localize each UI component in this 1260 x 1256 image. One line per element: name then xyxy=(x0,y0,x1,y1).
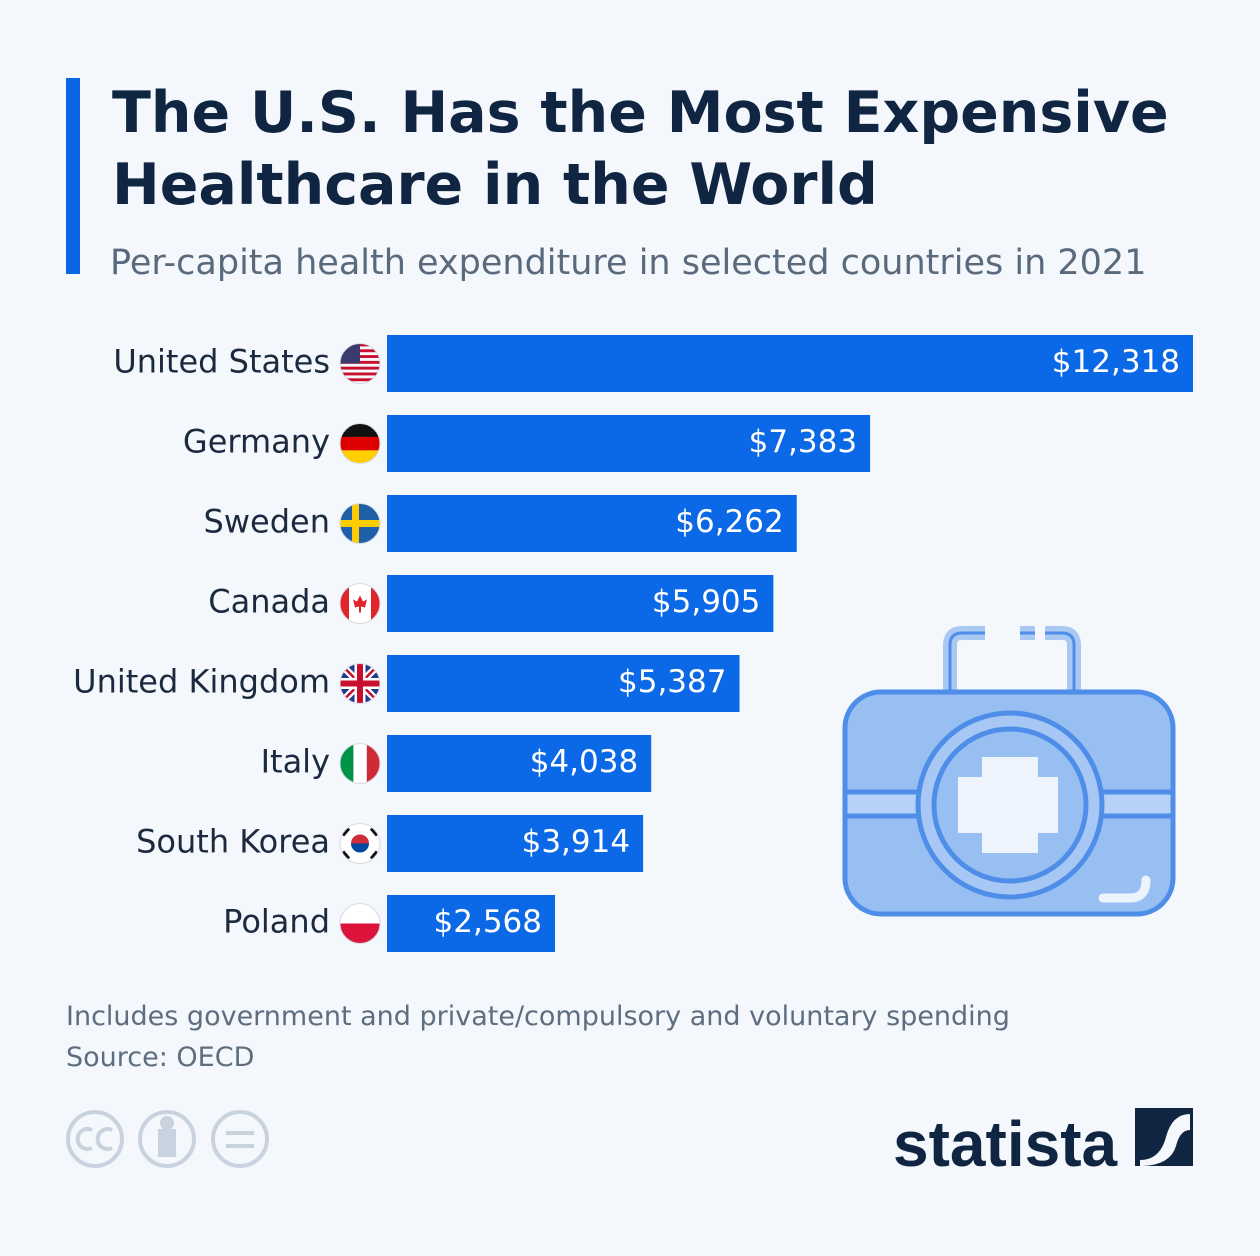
flag-body xyxy=(340,663,380,704)
flag xyxy=(339,423,381,464)
flag-ring xyxy=(339,823,381,864)
brand-mark xyxy=(1135,1108,1193,1166)
flag-body xyxy=(340,423,380,464)
flag-body xyxy=(340,743,380,784)
flag-ring xyxy=(339,423,381,464)
flag-part xyxy=(340,436,380,451)
value-label: $4,038 xyxy=(530,744,638,780)
flag-body xyxy=(340,823,380,864)
flag-ring xyxy=(339,663,381,704)
category-label: Italy xyxy=(261,743,330,781)
value-label: $5,905 xyxy=(652,584,760,620)
value-label: $6,262 xyxy=(675,504,783,540)
category-label: Sweden xyxy=(204,503,330,541)
flag xyxy=(339,663,381,704)
bar xyxy=(387,575,774,632)
flag-part xyxy=(351,843,369,853)
flag-part xyxy=(340,520,380,527)
bar xyxy=(387,735,652,792)
flag-ring xyxy=(339,583,381,624)
flag-part xyxy=(341,827,379,860)
value-label: $3,914 xyxy=(522,824,630,860)
chart-subtitle: Per-capita health expenditure in selecte… xyxy=(110,243,1146,283)
flag xyxy=(339,743,381,784)
flag-part xyxy=(340,423,380,438)
category-label: Germany xyxy=(183,423,330,461)
flag-body xyxy=(340,903,380,944)
flag-part xyxy=(340,450,380,464)
flag-part xyxy=(351,834,369,844)
flag-part xyxy=(340,378,380,382)
bar xyxy=(387,335,1193,392)
flag-ring xyxy=(339,503,381,544)
chart-title: The U.S. Has the Most Expensive Healthcar… xyxy=(112,80,1169,218)
flag-ring xyxy=(339,343,381,384)
flag-part xyxy=(366,743,380,784)
flag xyxy=(339,583,381,624)
accent-bar xyxy=(66,78,80,274)
medical-kit-icon xyxy=(842,626,1176,917)
value-label: $2,568 xyxy=(434,904,542,940)
value-label: $12,318 xyxy=(1052,344,1180,380)
category-label: United Kingdom xyxy=(73,663,330,701)
flag-part xyxy=(340,663,380,704)
source: Source: OECD xyxy=(66,1042,254,1073)
flag-part xyxy=(340,743,354,784)
bar xyxy=(387,895,556,952)
note: Includes government and private/compulso… xyxy=(66,1001,1010,1032)
flag-body xyxy=(340,503,380,544)
flag-part xyxy=(353,595,367,613)
flag-ring xyxy=(339,903,381,944)
license-icons xyxy=(66,1110,269,1168)
category-label: Poland xyxy=(223,903,330,941)
value-label: $5,387 xyxy=(618,664,726,700)
bar xyxy=(387,655,740,712)
value-label: $7,383 xyxy=(749,424,857,460)
brand-logo: statista xyxy=(893,1108,1118,1180)
flag-part xyxy=(353,743,367,784)
bar xyxy=(387,815,644,872)
flag-part xyxy=(340,923,380,944)
bar xyxy=(387,415,871,472)
category-label: Canada xyxy=(208,583,330,621)
flag-part xyxy=(340,366,380,370)
flag-body xyxy=(340,583,380,624)
flag xyxy=(339,823,381,864)
flag xyxy=(339,903,381,944)
flag-part xyxy=(340,903,380,924)
flag-part xyxy=(340,372,380,376)
flag-ring xyxy=(339,743,381,784)
bar xyxy=(387,495,797,552)
flag xyxy=(339,503,381,544)
category-label: South Korea xyxy=(136,823,330,861)
category-label: United States xyxy=(113,343,330,381)
flag-part xyxy=(352,503,359,544)
